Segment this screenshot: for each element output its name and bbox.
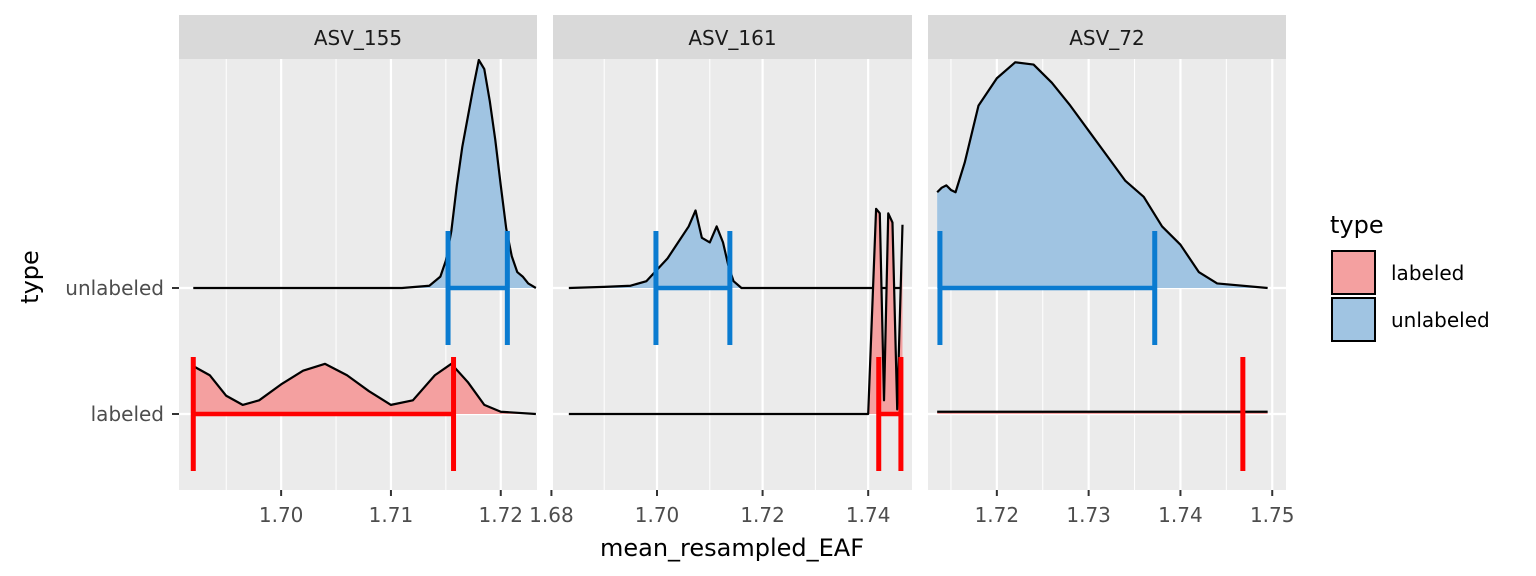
unlabeled-interval (445, 231, 510, 345)
x-tick-label: 1.74 (1158, 503, 1203, 527)
labeled-interval (190, 357, 457, 471)
x-tick-label: 1.72 (975, 503, 1020, 527)
x-axis-ASV_155: 1.70 1.71 1.72 (259, 490, 523, 527)
facet-ASV_161: ASV_161 1.68 1.70 1.72 1.74 (529, 15, 912, 527)
x-tick-label: 1.68 (529, 503, 574, 527)
y-tick-label: unlabeled (65, 276, 164, 300)
facet-strip (179, 15, 537, 59)
density-layer (192, 59, 537, 416)
labeled-interval (876, 357, 904, 471)
unlabeled-density-fill (193, 60, 536, 288)
y-axis-title: type (16, 250, 44, 304)
labeled-density-line (192, 362, 536, 416)
x-tick-label: 1.70 (259, 503, 304, 527)
legend-label-labeled: labeled (1391, 261, 1464, 285)
legend-title: type (1330, 211, 1384, 239)
y-tick-label: labeled (91, 402, 164, 426)
facet-ASV_155: ASV_155 1.70 1.71 1.72 (179, 15, 537, 527)
legend-label-unlabeled: unlabeled (1391, 308, 1490, 332)
x-tick-label: 1.72 (740, 503, 785, 527)
x-axis-ASV_72: 1.72 1.73 1.74 1.75 (975, 490, 1295, 527)
facet-title: ASV_155 (314, 26, 402, 50)
y-axis: labeled unlabeled (65, 276, 179, 426)
facet-ASV_72: ASV_72 1.72 1.73 1.74 1.75 (928, 15, 1294, 527)
labeled-density-line (568, 207, 904, 416)
unlabeled-interval (653, 231, 733, 345)
x-tick-label: 1.73 (1066, 503, 1111, 527)
density-layer (936, 61, 1268, 414)
x-tick-label: 1.71 (369, 503, 414, 527)
x-axis-ASV_161: 1.68 1.70 1.72 1.74 (529, 490, 890, 527)
legend: type labeled unlabeled (1330, 211, 1490, 342)
legend-key-unlabeled (1331, 297, 1376, 342)
facet-title: ASV_72 (1069, 26, 1145, 50)
x-tick-label: 1.74 (846, 503, 891, 527)
unlabeled-density-fill (937, 62, 1268, 288)
x-axis-title: mean_resampled_EAF (600, 534, 864, 562)
unlabeled-density-line (936, 61, 1268, 290)
x-tick-label: 1.72 (478, 503, 523, 527)
unlabeled-interval (937, 231, 1158, 345)
x-tick-label: 1.70 (635, 503, 680, 527)
unlabeled-density-line (193, 59, 537, 290)
facet-title: ASV_161 (688, 26, 776, 50)
facet-strip (553, 15, 912, 59)
legend-key-labeled (1331, 250, 1376, 295)
facet-strip (928, 15, 1286, 59)
x-tick-label: 1.75 (1250, 503, 1295, 527)
